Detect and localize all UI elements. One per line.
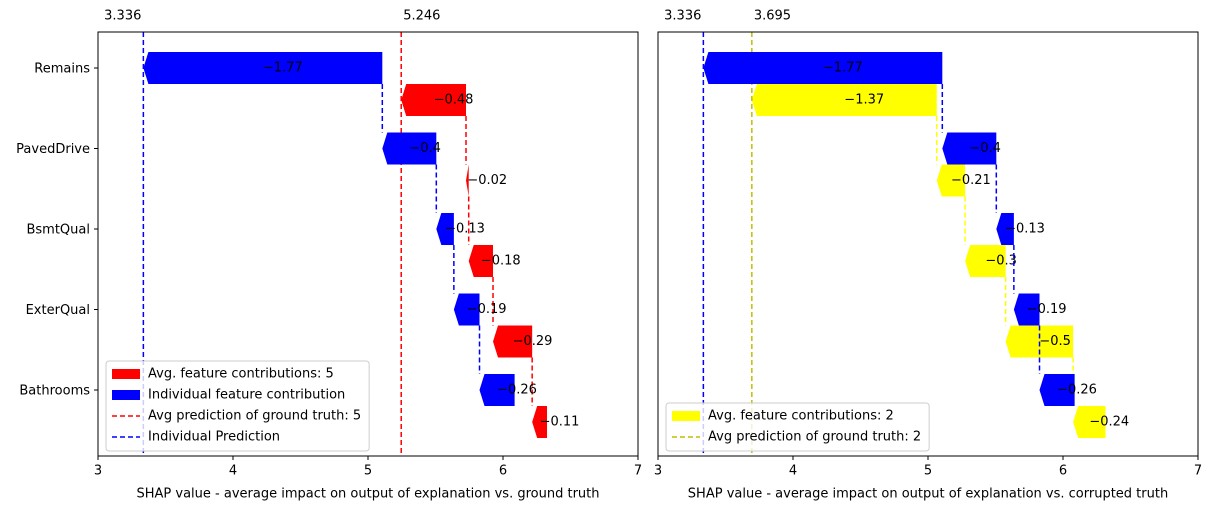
- value-label: −0.13: [445, 222, 485, 237]
- y-tick-label: PavedDrive: [16, 142, 90, 157]
- legend-label: Avg prediction of ground truth: 5: [148, 409, 361, 424]
- legend: [105, 360, 370, 452]
- legend-label: Avg prediction of ground truth: 2: [708, 430, 921, 445]
- value-label: −1.77: [823, 61, 863, 76]
- y-tick-label: ExterQual: [26, 303, 90, 318]
- value-label: −0.48: [434, 93, 474, 108]
- value-label: −0.02: [467, 173, 507, 188]
- bar: [143, 52, 383, 84]
- x-tick-label: 4: [789, 464, 797, 479]
- bar: [936, 164, 966, 197]
- y-tick-label: Bathrooms: [19, 384, 90, 399]
- value-label: −0.4: [969, 141, 1001, 156]
- bar: [468, 245, 494, 277]
- bar: [532, 406, 548, 438]
- value-label: −0.13: [1005, 222, 1045, 237]
- bar: [1013, 293, 1040, 326]
- legend-swatch: [112, 390, 140, 400]
- x-tick-label: 7: [634, 464, 642, 479]
- x-tick-label: 7: [1194, 464, 1202, 479]
- x-tick-label: 5: [924, 464, 932, 479]
- x-tick-label: 3: [654, 464, 662, 479]
- bar: [382, 132, 437, 165]
- x-tick-label: 5: [364, 464, 372, 479]
- x-axis-label: SHAP value - average impact on output of…: [137, 487, 600, 502]
- bar: [942, 132, 997, 165]
- x-tick-label: 6: [1059, 464, 1067, 479]
- value-label: −0.5: [1039, 334, 1071, 349]
- y-tick-label: BsmtQual: [26, 223, 90, 238]
- bar: [436, 213, 454, 245]
- value-label: −1.37: [844, 93, 884, 108]
- legend-swatch: [672, 411, 700, 421]
- bar: [703, 52, 943, 84]
- prediction-label: 3.336: [664, 9, 701, 24]
- value-label: −0.29: [513, 334, 553, 349]
- bar: [453, 293, 480, 326]
- bar: [1073, 406, 1106, 438]
- legend-label: Individual feature contribution: [148, 388, 345, 403]
- value-label: −0.19: [467, 302, 507, 317]
- x-axis-label: SHAP value - average impact on output of…: [688, 487, 1168, 502]
- bar: [493, 325, 533, 358]
- bar: [401, 84, 467, 116]
- legend: [665, 402, 930, 452]
- bar: [965, 245, 1006, 277]
- value-label: −0.11: [540, 415, 580, 430]
- legend-label: Avg. feature contributions: 5: [148, 367, 334, 382]
- value-label: −0.26: [1057, 383, 1097, 398]
- x-tick-label: 6: [499, 464, 507, 479]
- bar: [479, 374, 515, 406]
- x-tick-label: 4: [229, 464, 237, 479]
- value-label: −0.3: [985, 254, 1017, 269]
- legend-label: Avg. feature contributions: 2: [708, 409, 894, 424]
- bar: [1039, 374, 1075, 406]
- value-label: −0.18: [481, 254, 521, 269]
- bar: [996, 213, 1014, 245]
- value-label: −0.19: [1027, 302, 1067, 317]
- value-label: −0.24: [1089, 415, 1129, 430]
- legend-swatch: [112, 369, 140, 379]
- prediction-label: 5.246: [403, 9, 440, 24]
- prediction-label: 3.336: [104, 9, 141, 24]
- bar: [751, 84, 937, 116]
- value-label: −0.26: [497, 383, 537, 398]
- value-label: −0.21: [951, 173, 991, 188]
- prediction-label: 3.695: [754, 9, 791, 24]
- x-tick-label: 3: [94, 464, 102, 479]
- y-tick-label: Remains: [34, 62, 90, 77]
- legend-label: Individual Prediction: [148, 430, 280, 445]
- value-label: −1.77: [263, 61, 303, 76]
- value-label: −0.4: [409, 141, 441, 156]
- bar: [466, 164, 469, 197]
